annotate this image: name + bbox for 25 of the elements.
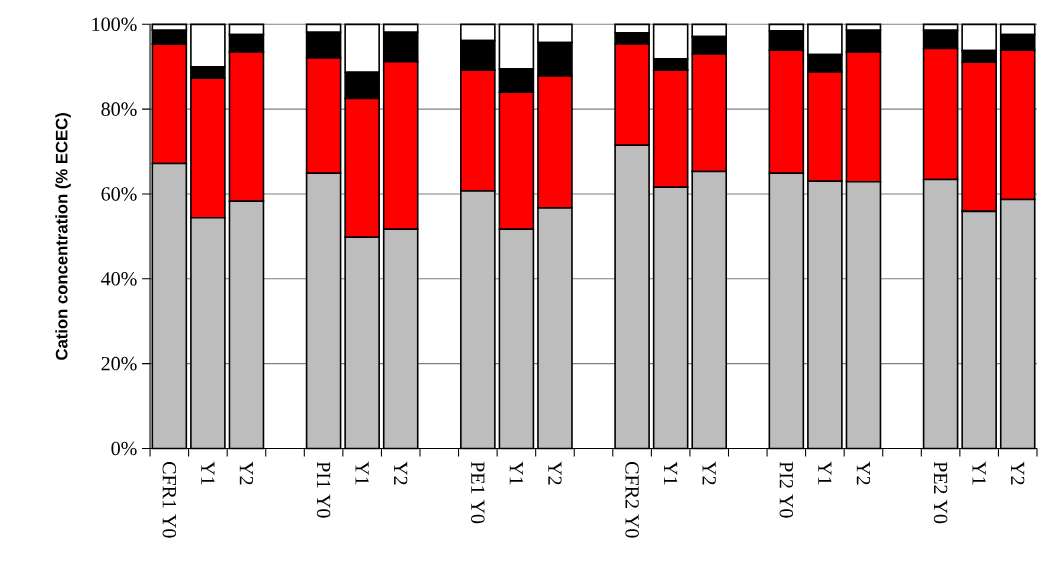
y-tick-label: 40% xyxy=(101,272,137,286)
x-tick-label: PE2 Y0 xyxy=(933,462,948,524)
y-tick-label: 20% xyxy=(101,357,137,371)
x-tick-label: Y1 xyxy=(201,461,215,485)
x-tick-label: Y2 xyxy=(856,461,871,485)
x-tick-label: Y1 xyxy=(664,461,678,485)
x-tick-label: Y1 xyxy=(972,461,986,485)
y-tick-label: 60% xyxy=(101,187,137,202)
x-tick-label: Y2 xyxy=(702,461,716,485)
x-tick-label: Y1 xyxy=(818,461,832,485)
y-tick-label: 0% xyxy=(111,441,137,456)
x-tick-label: Y1 xyxy=(509,461,523,485)
x-tick-label: Y2 xyxy=(394,461,408,485)
y-tick-label: 80% xyxy=(101,102,137,117)
x-tick-label: CFR2 Y0 xyxy=(625,462,639,538)
x-tick-label: Y1 xyxy=(355,461,369,485)
y-tick-label: 100% xyxy=(92,17,137,32)
x-tick-label: PI2 Y0 xyxy=(779,462,794,518)
x-tick-label: Y2 xyxy=(1011,461,1025,485)
y-axis-title: Cation concentration (% ECEC) xyxy=(55,113,71,361)
x-tick-label: PE1 Y0 xyxy=(471,462,485,524)
x-tick-label: Y2 xyxy=(548,461,562,485)
x-tick-label: CFR1 Y0 xyxy=(162,462,177,538)
x-tick-label: PI1 Y0 xyxy=(316,462,331,518)
x-tick-label: Y2 xyxy=(239,461,254,485)
